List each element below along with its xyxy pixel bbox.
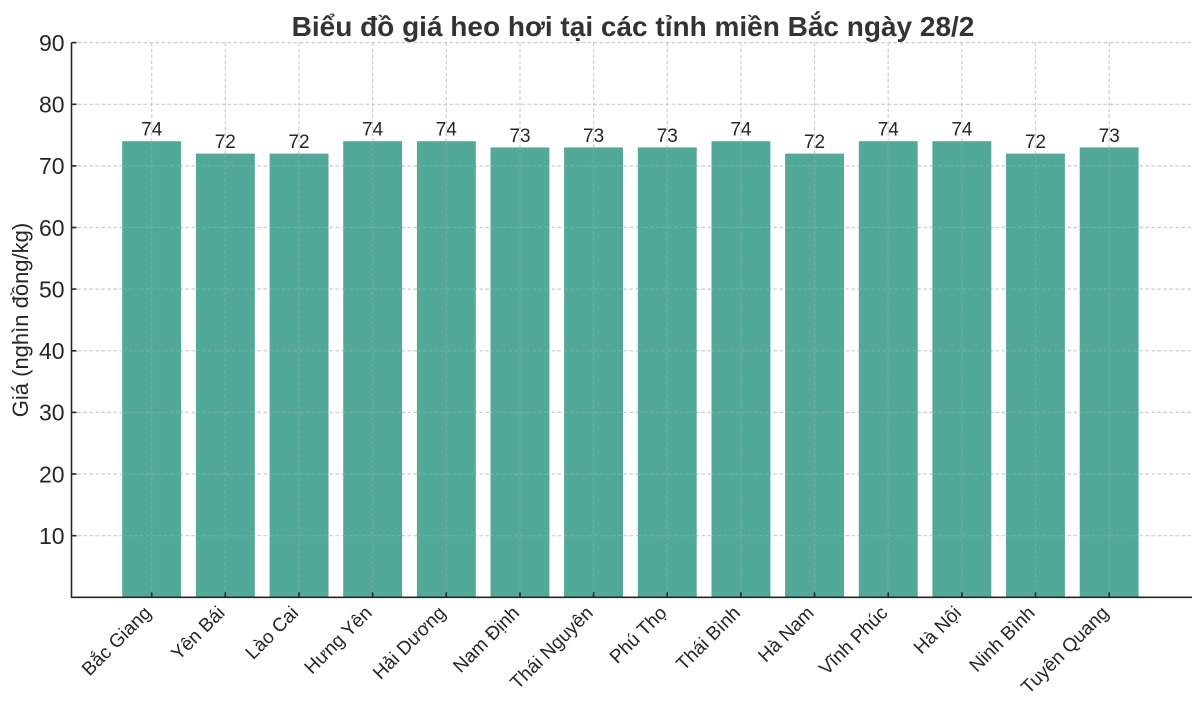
svg-text:70: 70: [39, 153, 65, 179]
svg-text:72: 72: [804, 132, 825, 153]
svg-text:40: 40: [39, 338, 65, 364]
svg-text:74: 74: [436, 120, 458, 141]
svg-text:74: 74: [878, 120, 900, 141]
svg-text:74: 74: [730, 120, 752, 141]
svg-text:73: 73: [657, 126, 678, 147]
svg-text:72: 72: [215, 132, 236, 153]
svg-text:74: 74: [141, 120, 163, 141]
svg-text:50: 50: [39, 276, 65, 302]
svg-text:30: 30: [39, 400, 65, 426]
svg-text:74: 74: [362, 120, 384, 141]
svg-text:90: 90: [39, 30, 65, 56]
svg-text:73: 73: [509, 126, 530, 147]
svg-text:73: 73: [1099, 126, 1120, 147]
svg-text:73: 73: [583, 126, 604, 147]
svg-text:80: 80: [39, 92, 65, 118]
svg-text:72: 72: [1025, 132, 1046, 153]
svg-text:Biểu đồ giá heo hơi tại các tỉ: Biểu đồ giá heo hơi tại các tỉnh miền Bắ…: [292, 11, 975, 42]
svg-text:20: 20: [39, 461, 65, 487]
svg-text:72: 72: [288, 132, 309, 153]
svg-text:60: 60: [39, 215, 65, 241]
svg-text:74: 74: [951, 120, 973, 141]
svg-text:Giá (nghìn đồng/kg): Giá (nghìn đồng/kg): [8, 223, 33, 417]
svg-text:10: 10: [39, 523, 65, 549]
